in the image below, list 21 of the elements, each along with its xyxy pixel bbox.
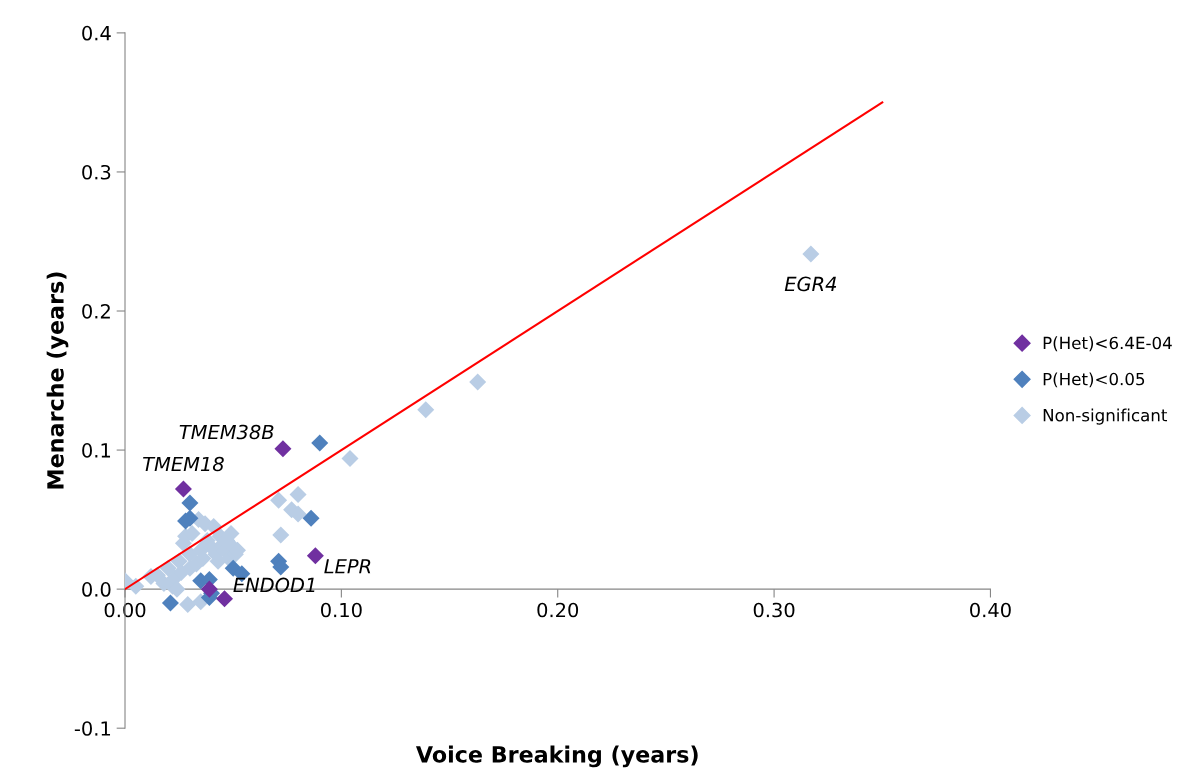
x-tick-label: 0.40 <box>970 602 1011 618</box>
x-tick-label: 0.30 <box>753 602 795 618</box>
annotation: ENDOD1 <box>233 577 315 593</box>
legend-label: P(Het)<6.4E-04 <box>1043 336 1172 352</box>
annotation: TMEM38B <box>179 424 274 440</box>
y-tick-label: 0.4 <box>82 25 111 41</box>
annotation: LEPR <box>324 559 371 574</box>
y-tick-label: 0.2 <box>82 303 110 319</box>
annotation: EGR4 <box>784 276 837 292</box>
y-tick-label: -0.1 <box>74 721 111 736</box>
annotation: TMEM18 <box>143 456 224 472</box>
y-axis-title: Menarche (years) <box>46 272 69 489</box>
x-axis-title: Voice Breaking (years) <box>415 745 698 768</box>
legend-label: Non-significant <box>1043 408 1168 425</box>
x-tick-label: 0.00 <box>104 602 146 618</box>
y-tick-label: 0.1 <box>82 443 111 458</box>
x-tick-label: 0.20 <box>537 602 579 618</box>
legend-label: P(Het)<0.05 <box>1043 372 1145 388</box>
x-tick-label: 0.10 <box>321 602 362 618</box>
y-tick-label: 0.0 <box>82 582 111 597</box>
y-tick-label: 0.3 <box>82 164 111 180</box>
